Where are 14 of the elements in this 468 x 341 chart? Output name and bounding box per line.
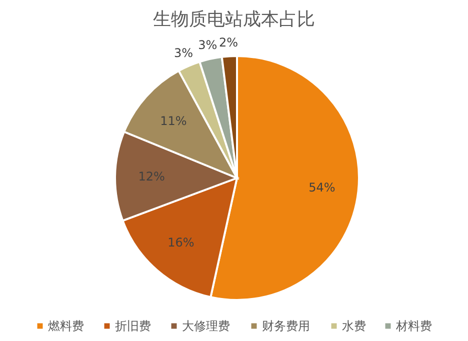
legend-label: 燃料费 [48,319,84,333]
legend-label: 财务费用 [262,319,310,333]
legend-label: 大修理费 [182,319,230,333]
data-label: 16% [168,235,194,250]
data-label: 11% [160,114,187,128]
legend-label: 折旧费 [115,319,151,333]
legend-label: 材料费 [395,319,432,333]
chart-title: 生物质电站成本占比 [153,9,315,30]
data-label: 2% [219,35,238,50]
data-label: 3% [174,46,194,60]
data-label: 3% [198,38,218,52]
data-label: 12% [138,170,165,184]
data-label: 54% [308,180,336,194]
legend-label: 水费 [342,319,366,333]
